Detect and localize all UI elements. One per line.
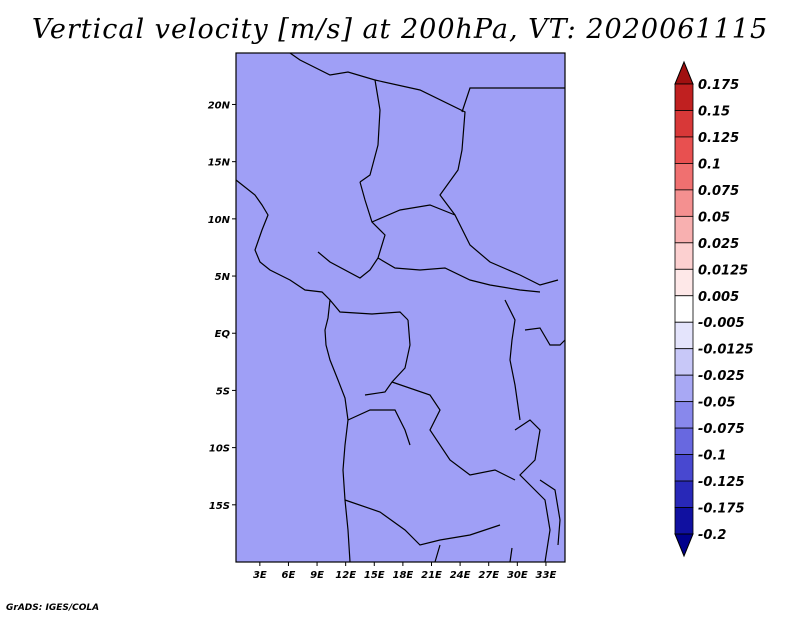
colorbar-label: -0.175 [698, 502, 745, 517]
colorbar-top-arrow [674, 60, 694, 85]
colorbar-label: 0.175 [698, 78, 739, 93]
colorbar-label: -0.2 [698, 528, 726, 543]
lon-tick-label: 27E [478, 570, 499, 581]
grads-credit: GrADS: IGES/COLA [6, 603, 100, 613]
colorbar-swatch [674, 242, 694, 270]
colorbar-swatch [674, 454, 694, 482]
colorbar-label: -0.0125 [698, 343, 754, 358]
lon-tick-label: 33E [536, 570, 557, 581]
colorbar-swatch [674, 110, 694, 138]
velocity-field [236, 53, 565, 562]
map-panel [235, 52, 566, 563]
colorbar-swatch [674, 507, 694, 535]
colorbar-swatch [674, 136, 694, 164]
colorbar-swatch [674, 321, 694, 350]
colorbar-label: -0.075 [698, 422, 745, 437]
chart-title: Vertical velocity [m/s] at 200hPa, VT: 2… [31, 14, 769, 45]
lon-tick-label: 21E [421, 570, 442, 581]
lon-tick-label: 12E [335, 570, 356, 581]
colorbar-swatch [674, 295, 694, 323]
colorbar-swatch [674, 215, 694, 244]
colorbar-swatch [674, 83, 694, 111]
colorbar-label: 0.1 [698, 157, 721, 172]
lon-tick-label: 3E [253, 570, 267, 581]
country-borders [235, 52, 566, 563]
lon-tick-label: 24E [450, 570, 471, 581]
lon-tick-label: 6E [282, 570, 296, 581]
colorbar-label: 0.05 [698, 210, 730, 225]
colorbar-label: -0.125 [698, 475, 745, 490]
colorbar-label: 0.15 [698, 104, 730, 119]
lat-tick-label: 5S [216, 386, 230, 397]
colorbar-swatch [674, 374, 694, 403]
colorbar-swatch [674, 348, 694, 376]
colorbar-swatch [674, 163, 694, 191]
lon-tick-label: 30E [507, 570, 528, 581]
colorbar-swatch [674, 480, 694, 508]
colorbar-swatch [674, 427, 694, 455]
colorbar-label: 0.075 [698, 184, 739, 199]
colorbar-label: 0.005 [698, 290, 739, 305]
colorbar-label: -0.025 [698, 369, 745, 384]
colorbar-label: -0.005 [698, 316, 745, 331]
colorbar-label: -0.05 [698, 396, 735, 411]
lat-tick-label: 5N [215, 272, 231, 283]
lat-tick-label: 15S [209, 501, 230, 512]
lat-tick-label: 10S [209, 444, 230, 455]
colorbar-label: 0.125 [698, 131, 739, 146]
lat-tick-label: 15N [208, 158, 231, 169]
colorbar-bottom-arrow [674, 533, 694, 558]
lon-tick-label: 18E [393, 570, 414, 581]
colorbar-label: 0.0125 [698, 263, 748, 278]
colorbar-label: -0.1 [698, 449, 726, 464]
colorbar-swatch [674, 189, 694, 217]
colorbar: 0.175 0.15 0.125 0.1 0.075 0.05 0.025 0.0125 0.0… [674, 60, 754, 558]
lat-tick-label: 10N [208, 215, 231, 226]
lat-tick-label: 20N [208, 100, 231, 111]
colorbar-label: 0.025 [698, 237, 739, 252]
longitude-axis: 3E 6E 9E 12E 15E 18E 21E 24E 27E 30E 33E [253, 562, 557, 581]
latitude-axis: 20N 15N 10N 5N EQ 5S 10S 15S [208, 100, 236, 512]
colorbar-swatch [674, 401, 694, 429]
colorbar-swatch [674, 268, 694, 297]
lon-tick-label: 15E [364, 570, 385, 581]
lon-tick-label: 9E [310, 570, 324, 581]
lat-tick-label: EQ [215, 329, 231, 340]
